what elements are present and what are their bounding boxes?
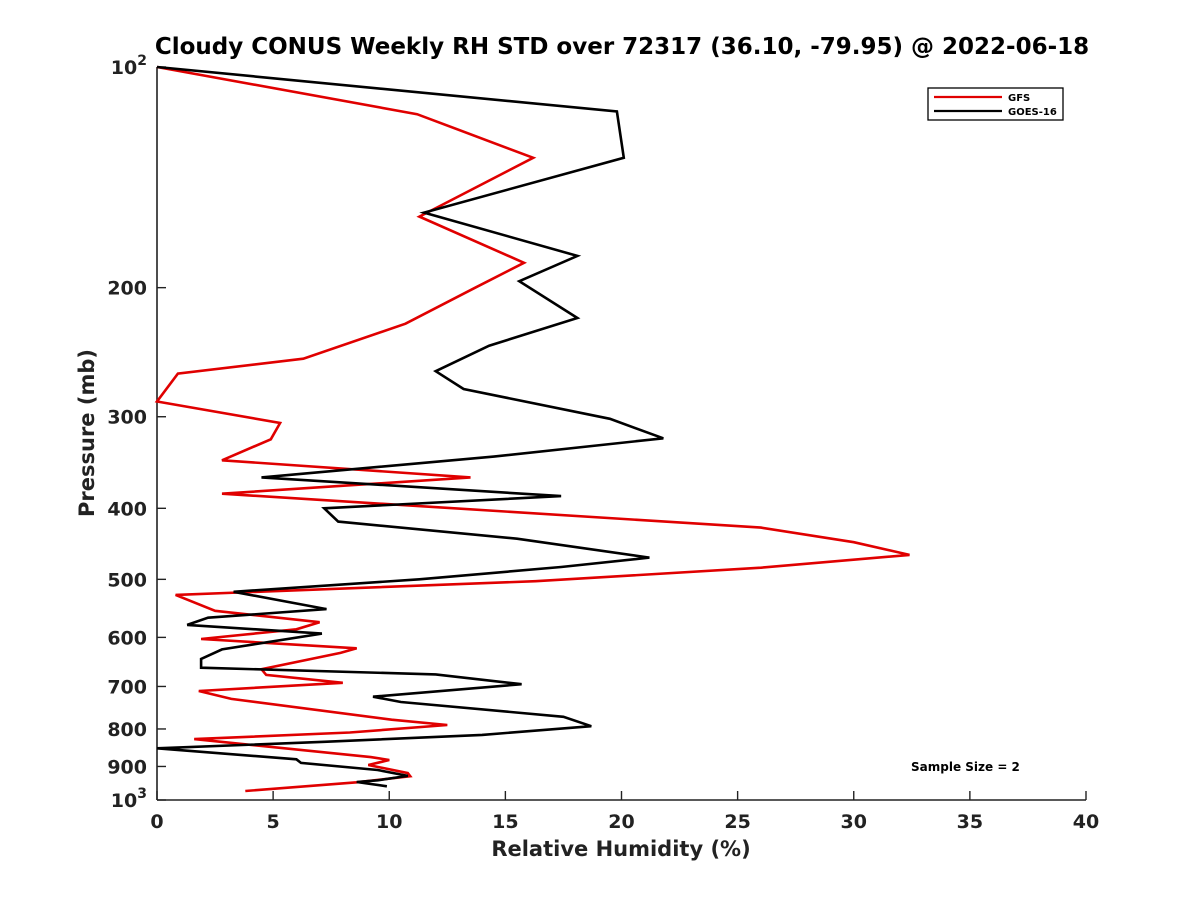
x-tick-label: 15 — [492, 811, 518, 833]
legend-label-gfs: GFS — [1008, 93, 1030, 104]
y-tick-label: 900 — [107, 756, 147, 778]
x-tick-label: 10 — [376, 811, 402, 833]
chart-legend: GFS GOES-16 — [927, 87, 1064, 121]
y-tick-base: 10 — [111, 790, 137, 812]
x-tick-label: 0 — [150, 811, 163, 833]
x-tick-label: 40 — [1073, 811, 1099, 833]
chart-title: Cloudy CONUS Weekly RH STD over 72317 (3… — [155, 34, 1089, 60]
y-tick-label: 200 — [107, 278, 147, 300]
y-tick-label: 800 — [107, 719, 147, 741]
x-tick-label: 5 — [267, 811, 280, 833]
y-axis-label: Pressure (mb) — [75, 349, 99, 517]
y-tick-exponent: 3 — [137, 786, 147, 802]
y-tick-label: 400 — [107, 498, 147, 520]
series-line-goes16 — [156, 65, 664, 788]
x-axis-label: Relative Humidity (%) — [491, 837, 750, 861]
legend-label-goes16: GOES-16 — [1008, 107, 1057, 118]
y-tick-base: 10 — [111, 57, 137, 79]
y-tick-label: 103 — [111, 786, 147, 812]
x-tick-label: 30 — [841, 811, 867, 833]
sample-size-annotation: Sample Size = 2 — [911, 760, 1020, 774]
series-lines — [154, 65, 910, 793]
y-tick-label: 500 — [107, 569, 147, 591]
series-line-gfs — [154, 65, 910, 793]
y-tick-label: 102 — [111, 53, 147, 79]
x-tick-label: 35 — [957, 811, 983, 833]
x-axis-ticks: 0 5 10 15 20 25 30 35 40 — [150, 791, 1099, 833]
y-tick-label: 700 — [107, 676, 147, 698]
x-tick-label: 20 — [608, 811, 634, 833]
x-tick-label: 25 — [724, 811, 750, 833]
y-tick-label: 300 — [107, 407, 147, 429]
plot-axes — [156, 67, 1086, 801]
y-tick-label: 600 — [107, 627, 147, 649]
legend-box — [927, 87, 1064, 121]
y-tick-exponent: 2 — [137, 53, 147, 69]
